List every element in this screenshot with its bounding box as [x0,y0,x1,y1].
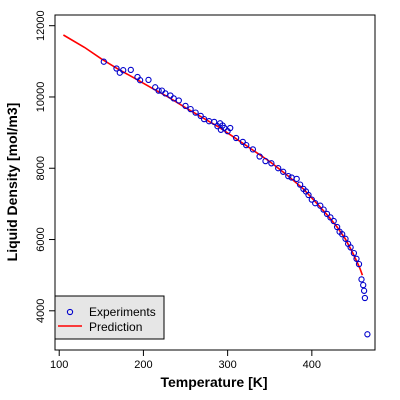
experiment-point [232,134,240,142]
x-tick-label: 100 [50,359,68,371]
prediction-series [62,34,364,276]
experiment-point [350,249,358,257]
experiment-point [227,124,234,132]
y-tick-label: 4000 [35,299,47,323]
experiment-point [358,276,365,283]
experiment-point [360,281,367,289]
experiment-point [127,66,134,74]
y-tick-label: 8000 [35,156,47,180]
experiment-point [136,77,144,84]
experiment-point [182,102,189,110]
experiment-point [275,165,282,172]
experiment-point [293,175,300,183]
experiment-point [364,331,371,338]
experiment-point [323,210,331,218]
experiment-point [167,92,174,99]
experiment-point [175,97,182,104]
x-tick-label: 400 [303,359,321,371]
legend-experiments-label: Experiments [89,305,156,319]
experiment-point [192,109,199,116]
x-tick-label: 300 [218,359,236,371]
x-axis-title: Temperature [K] [160,374,267,390]
experiment-point [120,67,127,74]
experiment-point [361,294,369,302]
experiment-point [330,217,337,225]
legend-prediction-label: Prediction [89,320,142,334]
experiment-point [155,87,162,94]
experiment-point [211,118,218,126]
x-axis: 100 200 300 400 [50,350,321,371]
experiment-point [333,223,341,231]
experiment-point [327,214,334,221]
experiment-point [280,168,287,175]
experiment-point [187,105,194,113]
experiment-point [268,160,275,167]
plot-frame [54,14,376,351]
experiment-point [342,235,349,242]
experiment-point [152,84,159,91]
experiment-point [262,157,269,165]
experiment-point [221,124,228,132]
experiment-point [285,172,292,180]
experiment-point [197,112,204,120]
experiment-point [317,202,324,209]
experiment-point [347,244,354,251]
experiment-point [339,231,346,238]
experiments-series [100,58,371,338]
experiment-point [353,255,360,262]
experiment-point [239,138,246,146]
experiment-point [355,260,363,268]
experiment-point [320,206,327,213]
experiment-point [145,76,152,84]
experiment-point [312,200,319,207]
experiment-point [158,87,166,94]
experiment-point [200,115,208,123]
experiment-point [296,181,304,188]
y-axis-title: Liquid Density [mol/m3] [4,103,20,262]
experiment-point [256,153,263,160]
experiment-point [113,65,120,72]
y-tick-label: 12000 [35,10,47,41]
prediction-line [62,34,364,276]
experiment-point [305,191,312,199]
y-tick-label: 10000 [35,82,47,113]
experiment-point [243,141,250,149]
y-tick-label: 6000 [35,227,47,251]
x-tick-label: 200 [134,359,152,371]
legend-experiments-marker [66,308,74,316]
experiment-point [170,95,177,102]
legend-box [54,295,165,340]
experiment-point [360,287,368,294]
y-axis: 4000 6000 8000 10000 12000 [35,10,55,323]
experiment-point [162,90,169,97]
experiment-point [249,146,257,153]
legend: Experiments Prediction [54,295,165,340]
experiment-point [308,196,315,203]
experiment-point [100,58,107,65]
